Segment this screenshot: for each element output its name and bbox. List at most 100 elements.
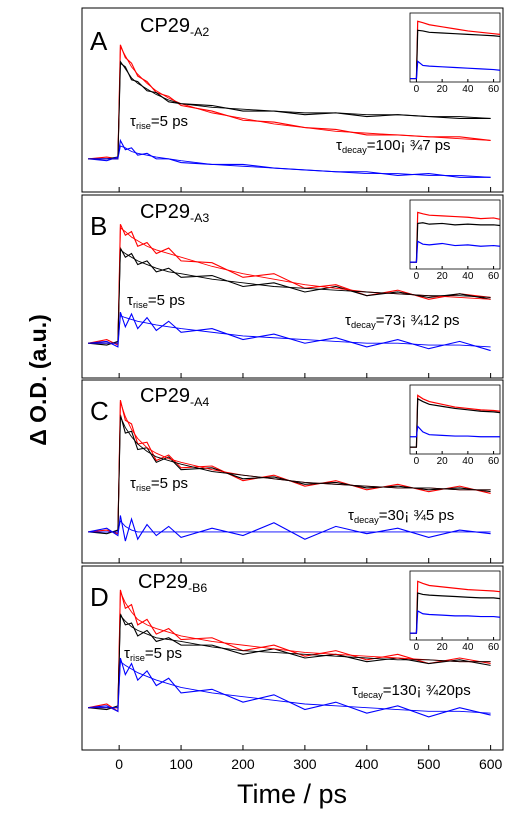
inset-x-tick-label: 0 <box>414 642 420 653</box>
text-part: =5 ps <box>148 292 185 309</box>
inset-x-tick-label: 0 <box>414 84 420 95</box>
fit-line <box>88 315 491 348</box>
panel-title: CP29-A4 <box>140 385 209 409</box>
text-part: CP29 <box>140 15 190 37</box>
data-line <box>88 224 491 346</box>
inset-frame <box>409 199 501 270</box>
inset-x-tick-label: 0 <box>414 271 420 282</box>
inset-line <box>410 222 501 263</box>
decay-annotation: τdecay=130¡ ¾20ps <box>352 682 471 700</box>
data-line <box>88 311 491 352</box>
inset-line <box>410 397 501 448</box>
data-line <box>88 138 491 178</box>
text-part: τ <box>130 113 136 130</box>
x-tick-label: 400 <box>355 756 379 772</box>
fit-line <box>88 249 491 344</box>
subscript: decay <box>351 320 376 330</box>
text-part: =130¡ ¾20ps <box>383 682 471 699</box>
text-part: τ <box>336 137 342 154</box>
inset-x-tick-label: 60 <box>488 271 500 282</box>
rise-annotation: τrise=5 ps <box>127 292 185 310</box>
rise-annotation: τrise=5 ps <box>130 113 188 131</box>
panel-frame <box>81 7 504 193</box>
fit-line <box>88 614 491 709</box>
text-part: =5 ps <box>151 113 188 130</box>
panel-frame <box>81 565 504 751</box>
inset-line <box>410 592 501 634</box>
text-part: τ <box>130 475 136 492</box>
x-tick-label: 600 <box>479 756 503 772</box>
panel-title: CP29-B6 <box>138 571 207 595</box>
inset-x-tick-label: 60 <box>488 642 500 653</box>
inset-line <box>410 610 501 634</box>
data-line <box>88 657 491 718</box>
inset-x-tick-label: 20 <box>437 642 449 653</box>
decay-annotation: τdecay=30¡ ¾5 ps <box>348 507 454 525</box>
text-part: =100¡ ¾7 ps <box>367 137 451 154</box>
subscript: rise <box>133 300 148 310</box>
subscript: rise <box>136 121 151 131</box>
x-tick-label: 300 <box>293 756 317 772</box>
inset-x-tick-label: 40 <box>462 642 474 653</box>
inset-x-tick-label: 40 <box>462 456 474 467</box>
x-tick-label: 100 <box>169 756 193 772</box>
x-tick-label: 500 <box>417 756 441 772</box>
subscript: -A4 <box>190 395 209 409</box>
fit-line <box>88 660 491 714</box>
inset-x-tick-label: 60 <box>488 84 500 95</box>
decay-annotation: τdecay=100¡ ¾7 ps <box>336 137 451 155</box>
inset-x-tick-label: 20 <box>437 84 449 95</box>
text-part: τ <box>345 312 351 329</box>
y-axis-label: Δ O.D. (a.u.) <box>25 314 51 446</box>
inset-x-tick-label: 60 <box>488 456 500 467</box>
panel-frame <box>81 379 504 564</box>
panel-label: A <box>90 26 108 56</box>
inset-frame <box>409 12 501 83</box>
fit-line <box>88 145 491 178</box>
data-line <box>88 515 491 542</box>
panel-label: C <box>90 396 109 426</box>
subscript: -A3 <box>190 211 209 225</box>
panel-title: CP29-A2 <box>140 15 209 39</box>
text-part: CP29 <box>138 571 188 593</box>
x-tick-label: 200 <box>231 756 255 772</box>
text-part: =5 ps <box>145 645 182 662</box>
fit-line <box>88 591 491 709</box>
text-part: =5 ps <box>151 475 188 492</box>
subscript: -B6 <box>188 581 207 595</box>
x-axis-label: Time / ps <box>237 779 347 809</box>
fit-line <box>88 416 491 533</box>
subscript: rise <box>130 653 145 663</box>
fit-line <box>88 59 491 160</box>
subscript: -A2 <box>190 25 209 39</box>
panel-title: CP29-A3 <box>140 201 209 225</box>
subscript: decay <box>354 515 379 525</box>
inset-x-tick-label: 20 <box>437 271 449 282</box>
inset-line <box>410 60 501 80</box>
subscript: decay <box>342 145 367 155</box>
rise-annotation: τrise=5 ps <box>130 475 188 493</box>
inset-frame <box>409 570 501 641</box>
fit-line <box>88 519 491 533</box>
text-part: CP29 <box>140 201 190 223</box>
panel-label: B <box>90 211 107 241</box>
inset-x-tick-label: 40 <box>462 84 474 95</box>
text-part: CP29 <box>140 385 190 407</box>
subscript: rise <box>136 483 151 493</box>
panel-frame <box>81 194 504 379</box>
text-part: =30¡ ¾5 ps <box>379 507 454 524</box>
text-part: τ <box>348 507 354 524</box>
inset-line <box>410 425 500 438</box>
subscript: decay <box>358 690 383 700</box>
inset-x-tick-label: 40 <box>462 271 474 282</box>
inset-x-tick-label: 0 <box>414 456 420 467</box>
rise-annotation: τrise=5 ps <box>124 645 182 663</box>
x-tick-label: 0 <box>115 756 123 772</box>
inset-line <box>410 29 501 80</box>
panel-label: D <box>90 582 109 612</box>
inset-frame <box>409 384 501 455</box>
text-part: τ <box>352 682 358 699</box>
text-part: =73¡ ¾12 ps <box>376 312 460 329</box>
decay-annotation: τdecay=73¡ ¾12 ps <box>345 312 460 330</box>
